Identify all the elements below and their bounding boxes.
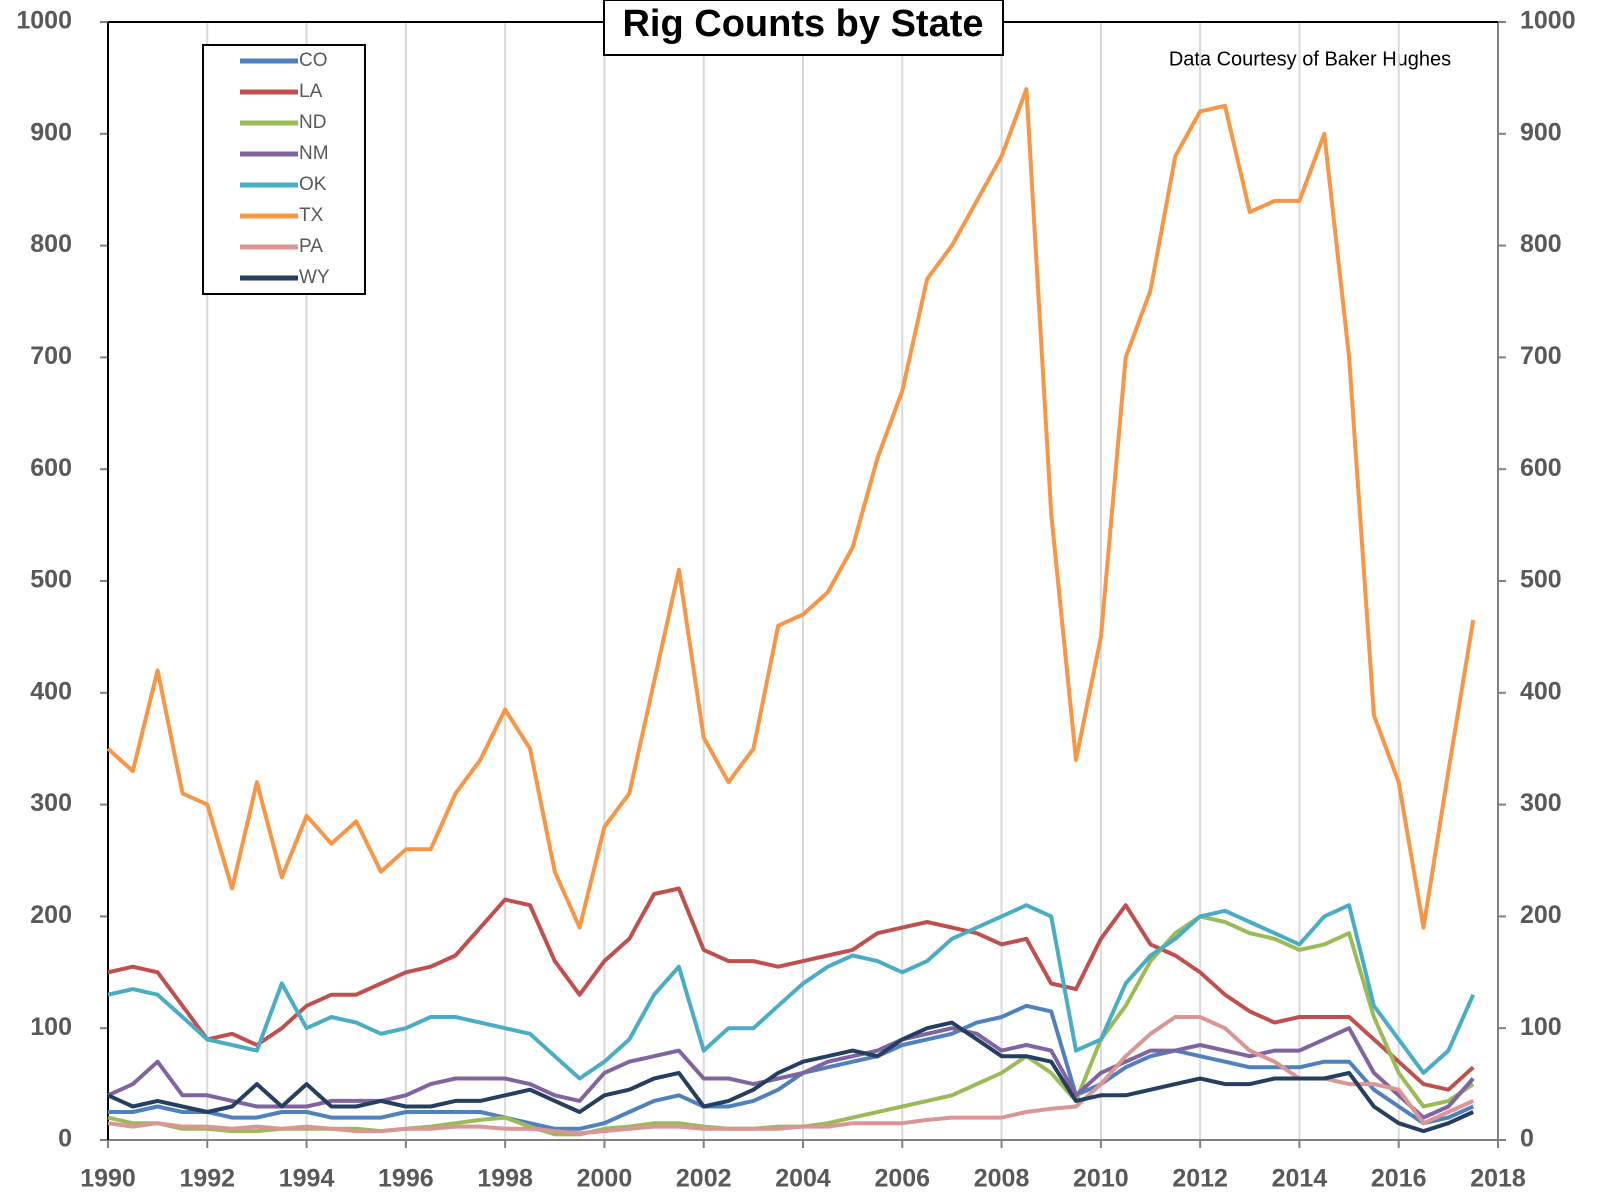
y-tick-label: 100 [30, 1013, 72, 1041]
series-line [107, 1026, 1475, 1120]
y-tick-label: 900 [30, 118, 72, 146]
grid [107, 22, 1499, 1140]
y2-tick-label: 700 [1520, 342, 1562, 370]
x-tick-label: 2018 [1470, 1165, 1526, 1193]
y2-tick-label: 0 [1520, 1125, 1534, 1153]
x-tick-label: 1998 [477, 1165, 533, 1193]
x-tick-label: 2016 [1371, 1165, 1427, 1193]
series-line [107, 1020, 1475, 1134]
y-tick-label: 300 [30, 789, 72, 817]
y-tick-label: 600 [30, 454, 72, 482]
y-tick-label: 500 [30, 566, 72, 594]
x-tick-label: 2010 [1073, 1165, 1129, 1193]
y-tick-label: 1000 [16, 7, 72, 35]
x-tick-label: 2006 [874, 1165, 930, 1193]
annotation: Data Courtesy of Baker Hughes [1169, 48, 1451, 70]
y-tick-label: 800 [30, 230, 72, 258]
legend-label: OK [299, 174, 327, 195]
legend-label: ND [299, 112, 326, 133]
x-tick-label: 2012 [1172, 1165, 1228, 1193]
legend-label: PA [299, 236, 323, 257]
series-line [107, 1015, 1475, 1136]
y-tick-label: 0 [58, 1125, 72, 1153]
x-tick-label: 1996 [378, 1165, 434, 1193]
y2-tick-label: 1000 [1520, 7, 1576, 35]
series-line [106, 87, 1476, 930]
chart-title: Rig Counts by State [622, 3, 983, 45]
y2-tick-label: 200 [1520, 901, 1562, 929]
series-line [107, 886, 1475, 1092]
y2-tick-label: 400 [1520, 677, 1562, 705]
y2-tick-label: 600 [1520, 454, 1562, 482]
legend-box [202, 44, 366, 295]
x-tick-label: 2002 [676, 1165, 732, 1193]
y2-tick-label: 500 [1520, 566, 1562, 594]
x-tick-label: 1990 [80, 1165, 136, 1193]
x-tick-label: 2008 [974, 1165, 1030, 1193]
x-tick-label: 1994 [279, 1165, 335, 1193]
legend-label: CO [299, 50, 328, 71]
y2-tick-label: 300 [1520, 789, 1562, 817]
y2-tick-label: 100 [1520, 1013, 1562, 1041]
title-box [603, 0, 1004, 56]
legend-label: NM [299, 143, 329, 164]
series-line [107, 903, 1476, 1081]
legend-label: WY [299, 267, 330, 288]
x-tick-label: 2004 [775, 1165, 831, 1193]
y-tick-label: 200 [30, 901, 72, 929]
y-tick-label: 700 [30, 342, 72, 370]
x-tick-label: 2000 [577, 1165, 633, 1193]
legend-label: LA [299, 81, 323, 102]
legend: CO LA ND NM OK TX PA WY [202, 44, 366, 295]
legend-label: TX [299, 205, 324, 226]
y2-tick-label: 900 [1520, 118, 1562, 146]
y-tick-label: 400 [30, 677, 72, 705]
x-tick-label: 1992 [179, 1165, 235, 1193]
series-line [108, 1003, 1475, 1131]
y2-tick-label: 800 [1520, 230, 1562, 258]
x-tick-label: 2014 [1272, 1165, 1328, 1193]
